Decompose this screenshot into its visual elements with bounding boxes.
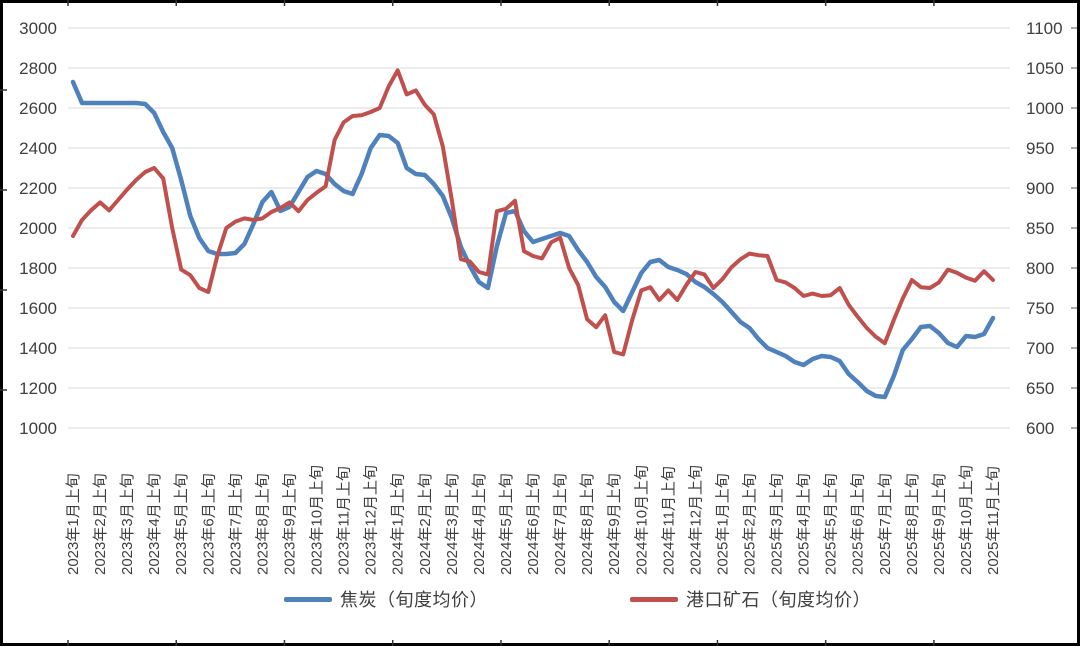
left-axis-tick-label: 2800 [19,59,57,78]
x-axis-tick-label: 2024年5月上旬 [498,473,515,575]
x-axis-tick-label: 2025年6月上旬 [850,473,867,575]
x-axis-tick-label: 2024年12月上旬 [687,465,704,575]
legend-label-coke: 焦炭（旬度均价） [340,590,488,610]
x-axis-tick-label: 2024年7月上旬 [552,473,569,575]
left-axis-tick-label: 2400 [19,139,57,158]
left-axis-tick-label: 3000 [19,19,57,38]
legend-label-port-ore: 港口矿石（旬度均价） [686,590,871,610]
x-axis-tick-label: 2025年8月上旬 [904,473,921,575]
right-axis-tick-label: 900 [1026,179,1054,198]
x-axis-tick-label: 2023年1月上旬 [65,473,82,575]
left-axis-tick-label: 2000 [19,219,57,238]
right-axis-tick-label: 950 [1026,139,1054,158]
chart-legend: 焦炭（旬度均价） 港口矿石（旬度均价） [0,586,1080,612]
x-axis-tick-label: 2023年4月上旬 [146,473,163,575]
x-axis-tick-label: 2024年1月上旬 [390,473,407,575]
x-axis-tick-label: 2025年4月上旬 [796,473,813,575]
x-axis-tick-label: 2024年10月上旬 [633,465,650,575]
x-axis-tick-label: 2023年5月上旬 [173,473,190,575]
left-axis-tick-label: 2200 [19,179,57,198]
x-axis-tick-label: 2024年11月上旬 [660,466,677,575]
x-axis-tick-label: 2024年8月上旬 [579,473,596,575]
x-axis-tick-label: 2025年2月上旬 [742,473,759,575]
x-axis-tick-label: 2023年11月上旬 [336,466,353,575]
legend-line-port-ore-icon [630,596,678,602]
right-axis-tick-label: 850 [1026,219,1054,238]
x-axis-tick-label: 2023年7月上旬 [227,473,244,575]
x-axis-tick-label: 2023年10月上旬 [309,465,326,575]
series-line-coke [70,79,996,400]
right-axis-tick-label: 1050 [1026,59,1064,78]
left-axis-tick-label: 1400 [19,339,57,358]
series-line-port-ore [71,68,995,357]
x-axis-tick-label: 2024年6月上旬 [525,473,542,575]
x-axis-tick-label: 2025年9月上旬 [931,473,948,575]
legend-line-coke-icon [284,596,332,602]
x-axis-tick-label: 2025年3月上旬 [769,473,786,575]
right-axis-tick-label: 1100 [1026,19,1063,38]
x-axis-tick-label: 2024年4月上旬 [471,473,488,575]
legend-item-port-ore: 港口矿石（旬度均价） [630,586,871,612]
right-axis-tick-label: 750 [1026,299,1054,318]
x-axis-tick-label: 2024年3月上旬 [444,473,461,575]
x-axis-tick-label: 2023年2月上旬 [92,473,109,575]
x-axis-tick-label: 2025年7月上旬 [877,473,894,575]
left-axis-tick-label: 1000 [19,419,57,438]
left-axis-tick-label: 1800 [19,259,57,278]
x-axis-tick-label: 2023年6月上旬 [200,473,217,575]
x-axis-tick-label: 2024年2月上旬 [417,473,434,575]
right-axis-tick-label: 1000 [1026,99,1064,118]
left-axis-tick-label: 1600 [19,299,57,318]
x-axis-tick-label: 2025年11月上旬 [985,466,1002,575]
right-axis-tick-label: 800 [1026,259,1054,278]
x-axis-tick-label: 2023年3月上旬 [119,473,136,575]
right-axis-tick-label: 650 [1026,379,1054,398]
x-axis-tick-label: 2025年10月上旬 [958,465,975,575]
legend-item-coke: 焦炭（旬度均价） [284,586,488,612]
x-axis-tick-label: 2025年1月上旬 [714,473,731,575]
x-axis-tick-label: 2025年5月上旬 [823,473,840,575]
x-axis-tick-label: 2024年9月上旬 [606,473,623,575]
x-axis-tick-label: 2023年8月上旬 [254,473,271,575]
x-axis-tick-label: 2023年12月上旬 [363,465,380,575]
left-axis-tick-label: 2600 [19,99,57,118]
left-axis-tick-label: 1200 [19,379,57,398]
right-axis-tick-label: 600 [1026,419,1054,438]
right-axis-tick-label: 700 [1026,339,1054,358]
x-axis-tick-label: 2023年9月上旬 [281,473,298,575]
